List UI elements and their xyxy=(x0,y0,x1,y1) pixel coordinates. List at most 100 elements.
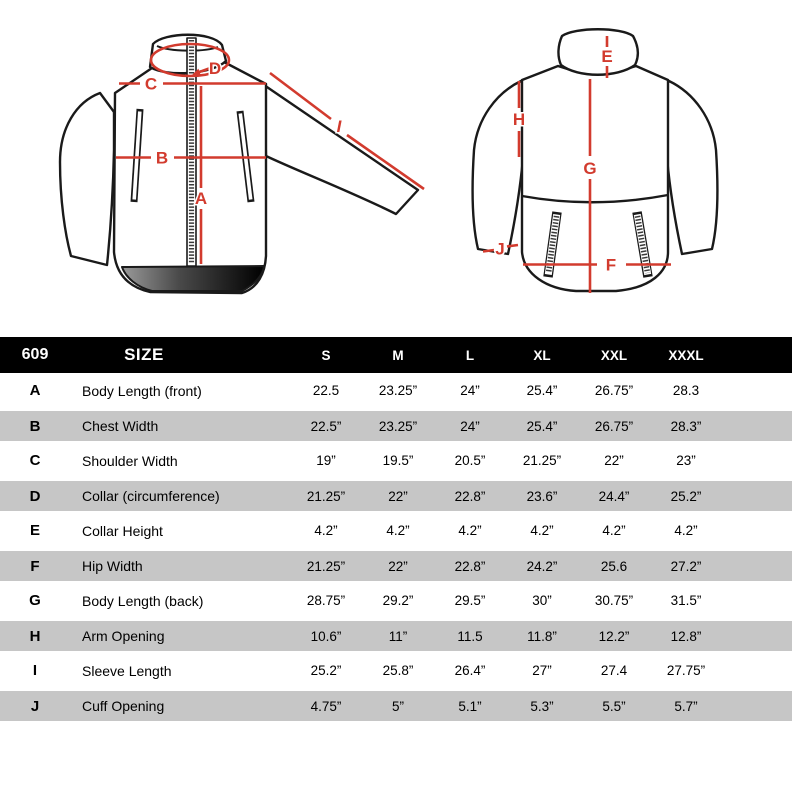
row-label: Body Length (front) xyxy=(82,382,202,399)
row-value: 22.5 xyxy=(312,383,340,398)
row-value: 5.1” xyxy=(458,698,482,714)
row-value: 5.5” xyxy=(602,698,626,714)
row-value: 4.75” xyxy=(310,698,342,714)
row-letter: B xyxy=(29,417,41,435)
row-value: 20.5” xyxy=(454,453,486,468)
row-value: 5.7” xyxy=(674,698,698,714)
row-label: Sleeve Length xyxy=(82,662,172,679)
row-value: 24” xyxy=(460,383,480,398)
front-zipper xyxy=(186,37,197,267)
row-value: 4.2” xyxy=(314,523,338,538)
row-value: 31.5” xyxy=(670,593,702,608)
row-value: 19” xyxy=(316,453,336,468)
size-table-header: 609 SIZE S M L XL XXL XXXL xyxy=(0,337,792,373)
row-label: Hip Width xyxy=(82,558,143,574)
row-value: 26.75” xyxy=(594,383,634,398)
row-label: Cuff Opening xyxy=(82,698,165,714)
row-label: Shoulder Width xyxy=(82,452,178,469)
row-value: 25.4” xyxy=(526,418,558,434)
table-row-e: E Collar Height 4.2” 4.2” 4.2” 4.2” 4.2” 4.2” xyxy=(0,513,792,548)
measure-label-e: E xyxy=(601,47,612,66)
table-row-d: D Collar (circumference) 21.25” 22” 22.8” 23.… xyxy=(0,478,792,513)
row-value: 4.2” xyxy=(674,523,698,538)
row-value: 25.2” xyxy=(310,663,342,678)
row-value: 22” xyxy=(604,453,624,468)
row-value: 29.5” xyxy=(454,593,486,608)
row-value: 21.25” xyxy=(306,488,346,504)
row-label: Collar (circumference) xyxy=(82,488,220,504)
row-value: 21.25” xyxy=(522,453,562,468)
table-row-j: J Cuff Opening 4.75” 5” 5.1” 5.3” 5.5” 5.7” xyxy=(0,688,792,723)
measure-label-j: J xyxy=(495,240,504,259)
row-value: 22.8” xyxy=(454,558,486,574)
row-value: 19.5” xyxy=(382,453,414,468)
row-value: 22” xyxy=(388,558,408,574)
row-letter: A xyxy=(29,382,41,399)
row-value: 27” xyxy=(532,663,552,678)
row-letter: H xyxy=(29,627,41,645)
table-row-f: F Hip Width 21.25” 22” 22.8” 24.2” 25.6 27.2” xyxy=(0,548,792,583)
measure-label-h: H xyxy=(513,110,525,129)
back-collar xyxy=(557,28,639,76)
row-label: Arm Opening xyxy=(82,628,165,644)
column-header-m: M xyxy=(392,347,404,363)
row-value: 4.2” xyxy=(458,523,482,538)
jacket-measurement-diagram: C B A D I xyxy=(58,28,719,295)
table-row-h: H Arm Opening 10.6” 11” 11.5 11.8” 12.2” 12.8” xyxy=(0,618,792,653)
row-value: 22.8” xyxy=(454,488,486,504)
row-letter: D xyxy=(29,487,41,505)
column-header-s: S xyxy=(321,347,331,363)
row-letter: E xyxy=(29,522,40,539)
size-column-header: SIZE xyxy=(124,345,164,364)
table-row-b: B Chest Width 22.5” 23.25” 24” 25.4” 26.75” 28.… xyxy=(0,408,792,443)
row-label: Collar Height xyxy=(82,522,163,539)
row-value: 30” xyxy=(532,593,552,608)
measure-label-i: I xyxy=(337,117,343,136)
row-value: 28.3” xyxy=(670,418,702,434)
row-value: 27.4 xyxy=(600,663,628,678)
row-value: 5.3” xyxy=(530,698,554,714)
row-value: 24.4” xyxy=(598,488,630,504)
row-label: Chest Width xyxy=(82,418,159,434)
measure-ellipse-d xyxy=(149,42,231,78)
front-jacket-drawing xyxy=(58,33,420,295)
row-value: 4.2” xyxy=(386,523,410,538)
row-value: 22.5” xyxy=(310,418,342,434)
row-value: 27.2” xyxy=(670,558,702,574)
row-value: 25.6 xyxy=(600,558,628,574)
measure-label-f: F xyxy=(606,256,616,275)
table-row-a: A Body Length (front) 22.5 23.25” 24” 25.4” 26… xyxy=(0,373,792,408)
measure-line-i xyxy=(269,71,425,191)
row-value: 27.75” xyxy=(666,663,706,678)
row-value: 4.2” xyxy=(530,523,554,538)
row-value: 11.5 xyxy=(457,628,483,644)
row-value: 12.8” xyxy=(670,628,702,644)
row-value: 22” xyxy=(388,488,408,504)
size-table: 609 SIZE S M L XL XXL XXXL A Body Length (fron… xyxy=(0,337,792,723)
column-header-xxl: XXL xyxy=(600,347,628,363)
column-header-xl: XL xyxy=(533,347,551,363)
front-measurement-lines xyxy=(116,42,425,264)
row-letter: J xyxy=(30,697,40,715)
row-value: 12.2” xyxy=(598,628,630,644)
model-number: 609 xyxy=(21,346,49,363)
row-value: 25.8” xyxy=(382,663,414,678)
row-value: 29.2” xyxy=(382,593,414,608)
row-letter: F xyxy=(30,557,40,575)
measure-arrow-d-head xyxy=(191,68,202,77)
row-letter: I xyxy=(32,662,38,679)
row-label: Body Length (back) xyxy=(82,592,204,609)
row-value: 23.25” xyxy=(378,383,418,398)
front-left-sleeve xyxy=(58,91,116,267)
row-value: 28.3 xyxy=(672,383,700,398)
row-value: 28.75” xyxy=(306,593,346,608)
row-value: 24.2” xyxy=(526,558,558,574)
table-row-i: I Sleeve Length 25.2” 25.8” 26.4” 27” 27.4 27.7… xyxy=(0,653,792,688)
row-value: 26.75” xyxy=(594,418,634,434)
column-header-l: L xyxy=(465,347,475,363)
measure-arrow-d-line xyxy=(197,67,210,74)
back-right-sleeve xyxy=(665,79,719,256)
measure-label-g: G xyxy=(583,159,596,178)
row-value: 23.6” xyxy=(526,488,558,504)
